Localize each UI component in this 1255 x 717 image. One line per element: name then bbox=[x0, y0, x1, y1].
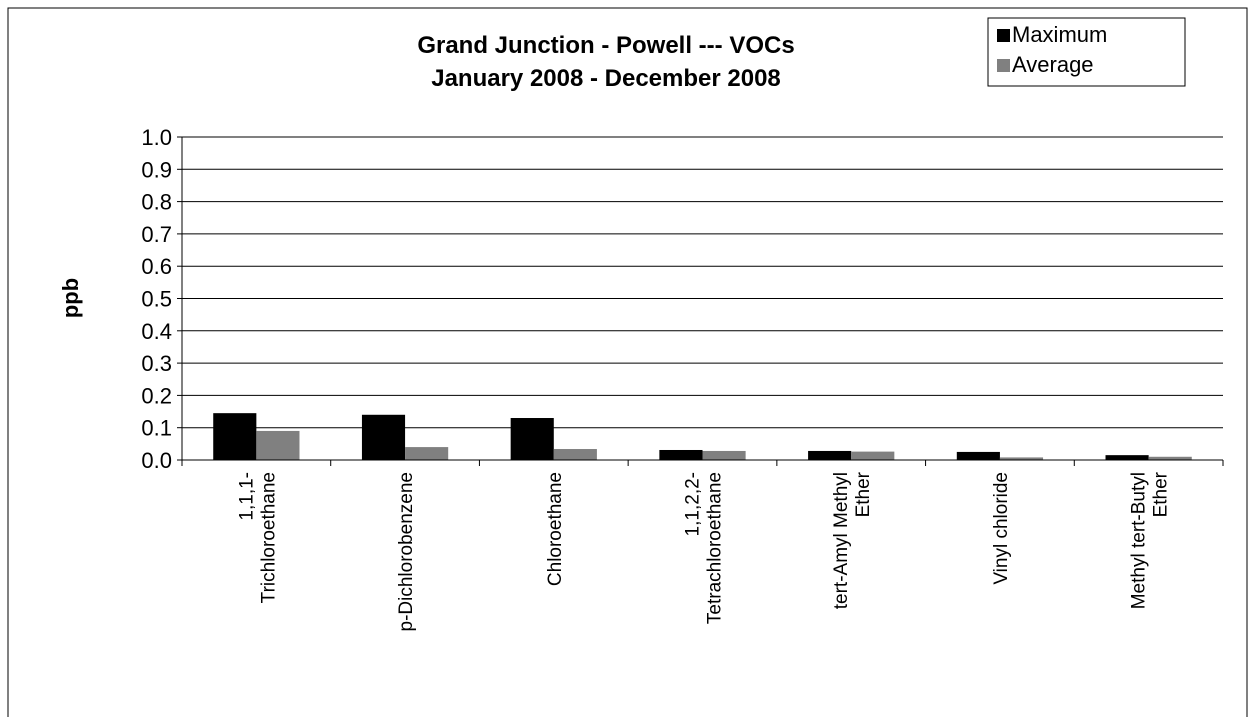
x-tick-label: Vinyl chloride bbox=[991, 472, 1012, 585]
chart-border bbox=[7, 7, 1248, 717]
bar bbox=[702, 450, 746, 460]
legend-box bbox=[987, 17, 1186, 87]
x-tick-label: Methyl tert-ButylEther bbox=[1129, 471, 1172, 609]
y-tick-label: 0.5 bbox=[141, 287, 172, 312]
bar bbox=[256, 430, 300, 460]
bar bbox=[213, 413, 257, 460]
x-tick-label: 1,1,2,2-Tetrachloroethane bbox=[683, 472, 726, 624]
bar bbox=[851, 451, 895, 460]
bar bbox=[510, 418, 554, 460]
y-tick-label: 0.0 bbox=[141, 448, 172, 473]
x-tick-label: 1,1,1-Trichloroethane bbox=[236, 472, 279, 603]
legend-swatch bbox=[997, 59, 1010, 72]
y-tick-label: 0.3 bbox=[141, 351, 172, 376]
bar bbox=[956, 451, 1000, 460]
x-tick-label: p-Dichlorobenzene bbox=[396, 472, 417, 632]
y-tick-label: 0.4 bbox=[141, 319, 172, 344]
bar bbox=[405, 447, 449, 460]
bar bbox=[1105, 455, 1149, 460]
chart-title: Grand Junction - Powell --- VOCs bbox=[417, 32, 794, 59]
bar bbox=[999, 457, 1044, 460]
y-tick-label: 0.9 bbox=[141, 157, 172, 182]
y-tick-label: 0.1 bbox=[141, 416, 172, 441]
y-axis-label: ppb bbox=[58, 278, 83, 318]
x-tick-label: Chloroethane bbox=[545, 472, 566, 586]
x-tick-label: tert-Amyl MethylEther bbox=[831, 471, 874, 609]
legend-swatch bbox=[997, 29, 1010, 42]
y-tick-label: 0.2 bbox=[141, 383, 172, 408]
bar bbox=[1148, 456, 1192, 460]
chart-subtitle: January 2008 - December 2008 bbox=[431, 65, 781, 92]
y-tick-label: 0.8 bbox=[141, 190, 172, 215]
y-tick-label: 0.6 bbox=[141, 254, 172, 279]
bar bbox=[659, 449, 703, 460]
bar bbox=[553, 449, 597, 460]
y-tick-label: 0.7 bbox=[141, 222, 172, 247]
legend-label: Maximum bbox=[1012, 22, 1107, 47]
bar bbox=[361, 414, 406, 460]
bar bbox=[808, 450, 852, 460]
legend-label: Average bbox=[1012, 52, 1094, 77]
y-tick-label: 1.0 bbox=[141, 125, 172, 150]
